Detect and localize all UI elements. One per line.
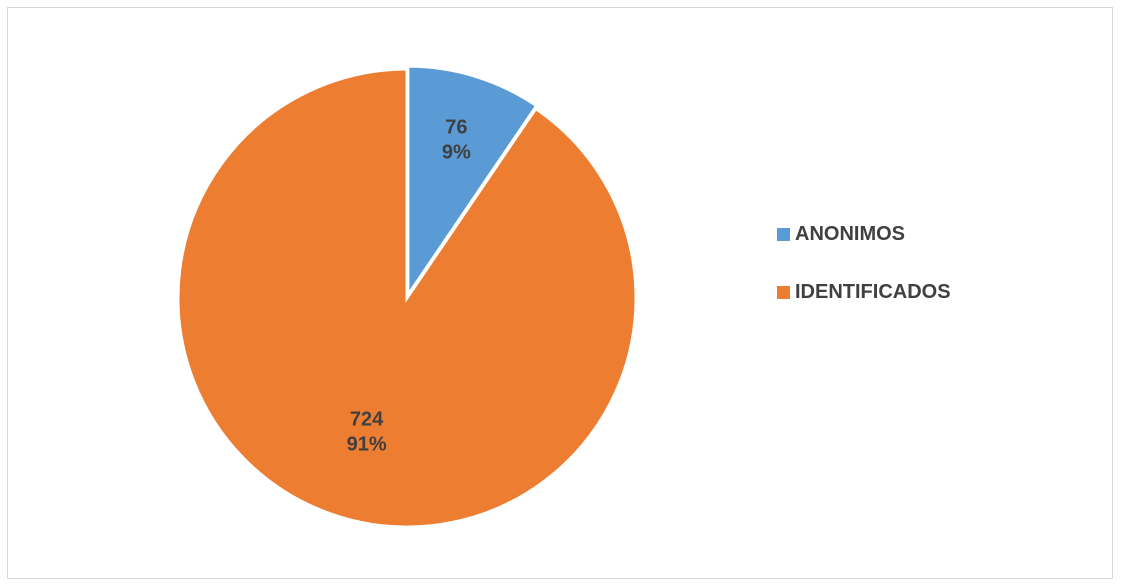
legend-item-identificados: IDENTIFICADOS	[777, 278, 951, 306]
pie-slices	[176, 64, 638, 529]
legend-swatch-identificados	[777, 285, 790, 299]
legend-item-anonimos: ANONIMOS	[777, 220, 951, 248]
pie-data-labels: 76 9%724 91%	[347, 117, 471, 456]
legend-swatch-anonimos	[777, 227, 790, 241]
data-label-identificados: 724 91%	[347, 408, 387, 455]
data-label-percent: 91%	[347, 433, 387, 455]
legend-label-anonimos: ANONIMOS	[795, 222, 905, 245]
data-label-anonimos: 76 9%	[442, 117, 471, 164]
data-label-percent: 9%	[442, 142, 471, 164]
legend-label-identificados: IDENTIFICADOS	[795, 280, 951, 303]
pie-slice-anonimos	[406, 64, 539, 301]
chart-area: 76 9% 724 91% ANONIMOS IDENTIFICADOS	[7, 7, 1113, 579]
data-label-value: 724	[350, 408, 384, 430]
data-label-value: 76	[445, 117, 467, 139]
legend: ANONIMOS IDENTIFICADOS	[777, 220, 951, 336]
pie-slice-identificados	[176, 67, 638, 529]
pie-chart: 76 9%724 91%	[176, 64, 638, 529]
